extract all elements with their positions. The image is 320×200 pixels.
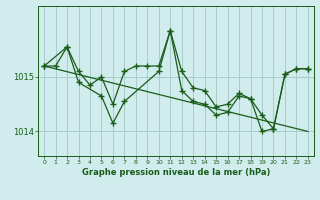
X-axis label: Graphe pression niveau de la mer (hPa): Graphe pression niveau de la mer (hPa) xyxy=(82,168,270,177)
